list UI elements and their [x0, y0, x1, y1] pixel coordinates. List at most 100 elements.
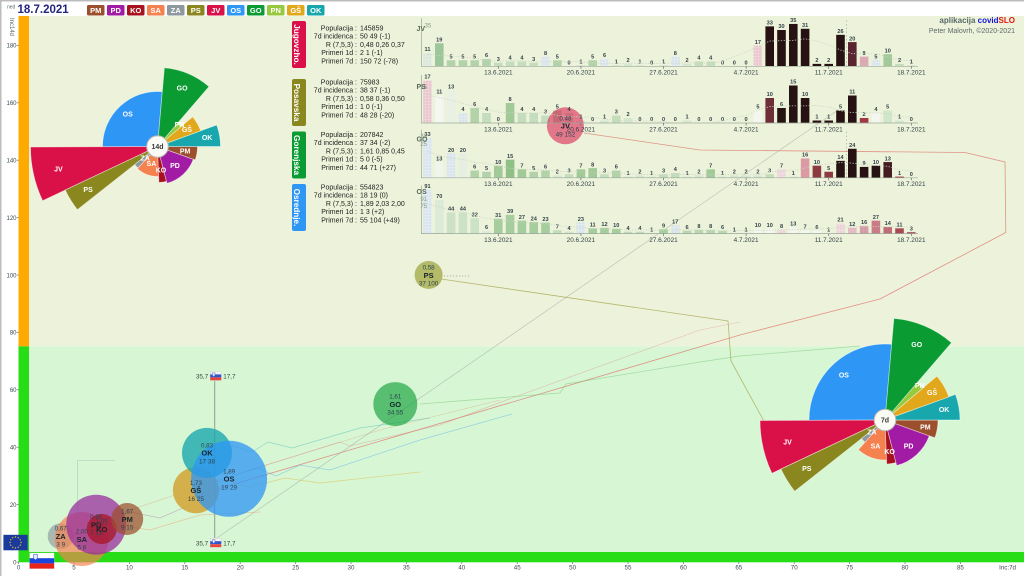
svg-text:10: 10	[126, 565, 133, 572]
svg-text:Populacija :: Populacija :	[321, 80, 357, 87]
svg-text:1: 1	[603, 115, 606, 121]
svg-text:85: 85	[957, 565, 964, 572]
svg-text:OK: OK	[201, 449, 213, 458]
svg-text:OK: OK	[939, 407, 950, 414]
svg-text:20.6.2021: 20.6.2021	[567, 237, 596, 244]
svg-text:9 15: 9 15	[121, 525, 134, 532]
svg-text:1: 1	[615, 59, 618, 65]
svg-text:8: 8	[697, 224, 700, 230]
svg-text:35: 35	[425, 24, 432, 30]
svg-text:13: 13	[448, 85, 454, 91]
svg-text:0,48 0,26 0,37: 0,48 0,26 0,37	[360, 42, 405, 49]
svg-text:55: 55	[625, 565, 632, 572]
svg-text:39: 39	[507, 209, 513, 215]
svg-text:8: 8	[544, 51, 547, 57]
svg-text:23: 23	[542, 217, 548, 223]
svg-text:19: 19	[436, 38, 442, 44]
svg-text:6: 6	[485, 53, 488, 59]
svg-text:GO: GO	[389, 400, 401, 409]
svg-text:17,7: 17,7	[223, 374, 236, 381]
svg-text:3 9: 3 9	[56, 542, 65, 549]
svg-text:18.7.2021: 18.7.2021	[897, 237, 926, 244]
svg-text:35,7: 35,7	[196, 540, 209, 547]
svg-text:2: 2	[745, 170, 748, 176]
svg-text:Primeri 1d :: Primeri 1d :	[321, 157, 357, 164]
svg-text:PS: PS	[83, 187, 93, 194]
svg-text:R (7,5,3) :: R (7,5,3) :	[326, 201, 357, 208]
svg-text:5: 5	[556, 55, 559, 61]
svg-text:ZA: ZA	[867, 430, 876, 437]
svg-text:2: 2	[827, 58, 830, 64]
svg-text:18.7.2021: 18.7.2021	[897, 126, 926, 133]
svg-text:13.6.2021: 13.6.2021	[484, 237, 513, 244]
svg-text:5: 5	[886, 105, 889, 111]
svg-text:6: 6	[485, 225, 488, 231]
svg-text:6: 6	[815, 225, 818, 231]
svg-text:0: 0	[745, 61, 748, 67]
svg-text:Populacija :: Populacija :	[321, 26, 357, 33]
svg-text:60: 60	[10, 388, 17, 394]
svg-text:KO: KO	[156, 168, 167, 175]
svg-text:SA: SA	[77, 535, 88, 544]
svg-text:KO: KO	[884, 449, 895, 456]
svg-text:PS: PS	[417, 84, 427, 91]
svg-text:OS: OS	[224, 475, 235, 484]
svg-text:1: 1	[721, 171, 724, 177]
svg-text:Inc14d: Inc14d	[8, 18, 14, 36]
svg-text:35,7: 35,7	[196, 374, 209, 381]
svg-text:PD: PD	[904, 443, 914, 450]
svg-text:5: 5	[874, 55, 877, 61]
svg-text:18.7.2021: 18.7.2021	[897, 181, 926, 188]
svg-text:JV: JV	[561, 122, 570, 131]
svg-text:45: 45	[514, 565, 521, 572]
svg-text:PN: PN	[915, 383, 925, 390]
svg-text:JV: JV	[211, 6, 220, 15]
svg-text:18.7.2021: 18.7.2021	[18, 4, 70, 16]
svg-text:2: 2	[898, 58, 901, 64]
svg-text:7: 7	[709, 164, 712, 170]
svg-text:GŠ: GŠ	[190, 486, 201, 495]
svg-text:PS: PS	[191, 6, 201, 15]
svg-text:10: 10	[767, 92, 773, 98]
svg-text:1: 1	[662, 59, 665, 65]
svg-text:Osrednje.: Osrednje.	[292, 189, 301, 227]
svg-text:R (7,5,3) :: R (7,5,3) :	[326, 42, 357, 49]
svg-text:PD: PD	[111, 6, 122, 15]
svg-text:R (7,5,3) :: R (7,5,3) :	[326, 148, 357, 155]
svg-text:12: 12	[849, 222, 855, 228]
svg-text:3: 3	[568, 168, 571, 174]
svg-text:aplikacija covidSLO: aplikacija covidSLO	[939, 16, 1015, 25]
svg-text:13.6.2021: 13.6.2021	[484, 181, 513, 188]
svg-text:SA: SA	[871, 444, 881, 451]
svg-text:Primeri 7d :: Primeri 7d :	[321, 112, 357, 119]
svg-text:ZA: ZA	[171, 6, 182, 15]
svg-text:35: 35	[790, 18, 796, 24]
svg-text:4.7.2021: 4.7.2021	[734, 126, 759, 133]
svg-text:6: 6	[603, 53, 606, 59]
svg-text:80: 80	[10, 331, 17, 337]
svg-text:OS: OS	[230, 6, 241, 15]
svg-text:65: 65	[735, 565, 742, 572]
svg-text:0: 0	[591, 117, 594, 123]
svg-text:20.6.2021: 20.6.2021	[567, 70, 596, 77]
svg-text:Populacija :: Populacija :	[321, 132, 357, 139]
svg-text:1: 1	[898, 115, 901, 121]
svg-text:27: 27	[873, 215, 879, 221]
svg-text:40: 40	[458, 565, 465, 572]
svg-text:37 34 (-2): 37 34 (-2)	[360, 140, 390, 147]
svg-text:13: 13	[885, 156, 891, 162]
svg-text:2: 2	[863, 112, 866, 118]
svg-text:10: 10	[613, 223, 619, 229]
svg-text:16 25: 16 25	[188, 496, 204, 503]
svg-text:140: 140	[6, 159, 17, 165]
svg-text:OK: OK	[310, 6, 322, 15]
svg-text:R (7,5,3) :: R (7,5,3) :	[326, 96, 357, 103]
svg-text:20: 20	[448, 148, 454, 154]
svg-text:8: 8	[709, 224, 712, 230]
svg-text:5: 5	[827, 166, 830, 172]
svg-text:1: 1	[815, 115, 818, 121]
svg-text:23: 23	[578, 217, 584, 223]
svg-text:7d incidenca :: 7d incidenca :	[314, 140, 357, 147]
svg-text:OS: OS	[417, 189, 427, 196]
svg-text:5: 5	[473, 55, 476, 61]
